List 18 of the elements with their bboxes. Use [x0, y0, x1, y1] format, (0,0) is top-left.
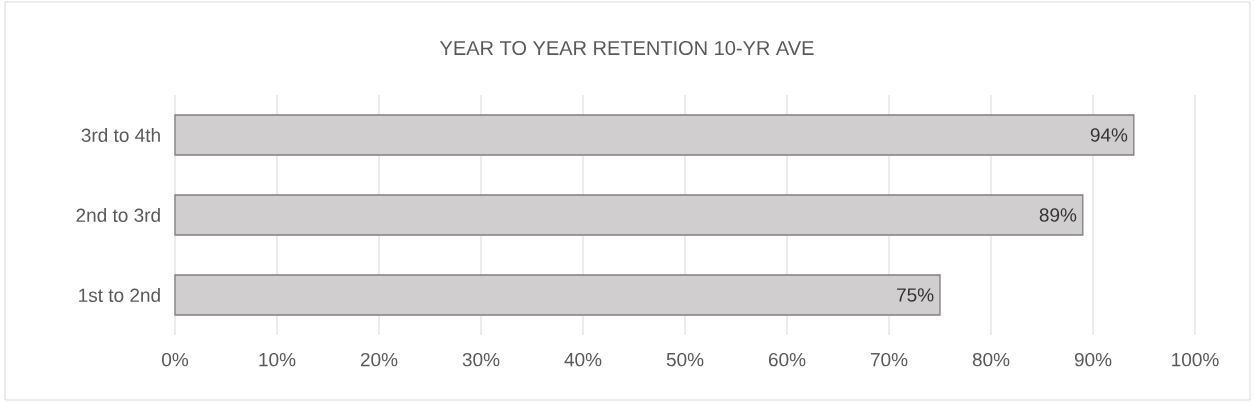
x-tick-label: 80%: [972, 352, 1010, 367]
x-tick-label: 20%: [360, 352, 398, 367]
x-tick-label: 40%: [564, 352, 602, 367]
chart-title: YEAR TO YEAR RETENTION 10-YR AVE: [440, 40, 814, 56]
x-tick-label: 0%: [162, 352, 189, 367]
x-tick-label: 90%: [1074, 352, 1112, 367]
data-label: 94%: [1090, 128, 1128, 142]
x-tick-label: 100%: [1172, 352, 1219, 367]
y-tick-label: 2nd to 3rd: [76, 208, 160, 222]
y-tick-label: 3rd to 4th: [81, 128, 160, 142]
y-tick-label: 1st to 2nd: [79, 288, 160, 302]
data-label: 75%: [897, 288, 934, 302]
x-tick-label: 60%: [768, 352, 806, 367]
data-label: 89%: [1039, 208, 1077, 222]
x-tick-label: 10%: [259, 352, 296, 367]
x-tick-label: 50%: [666, 352, 704, 367]
x-tick-label: 70%: [870, 352, 908, 367]
x-tick-label: 30%: [462, 352, 500, 367]
